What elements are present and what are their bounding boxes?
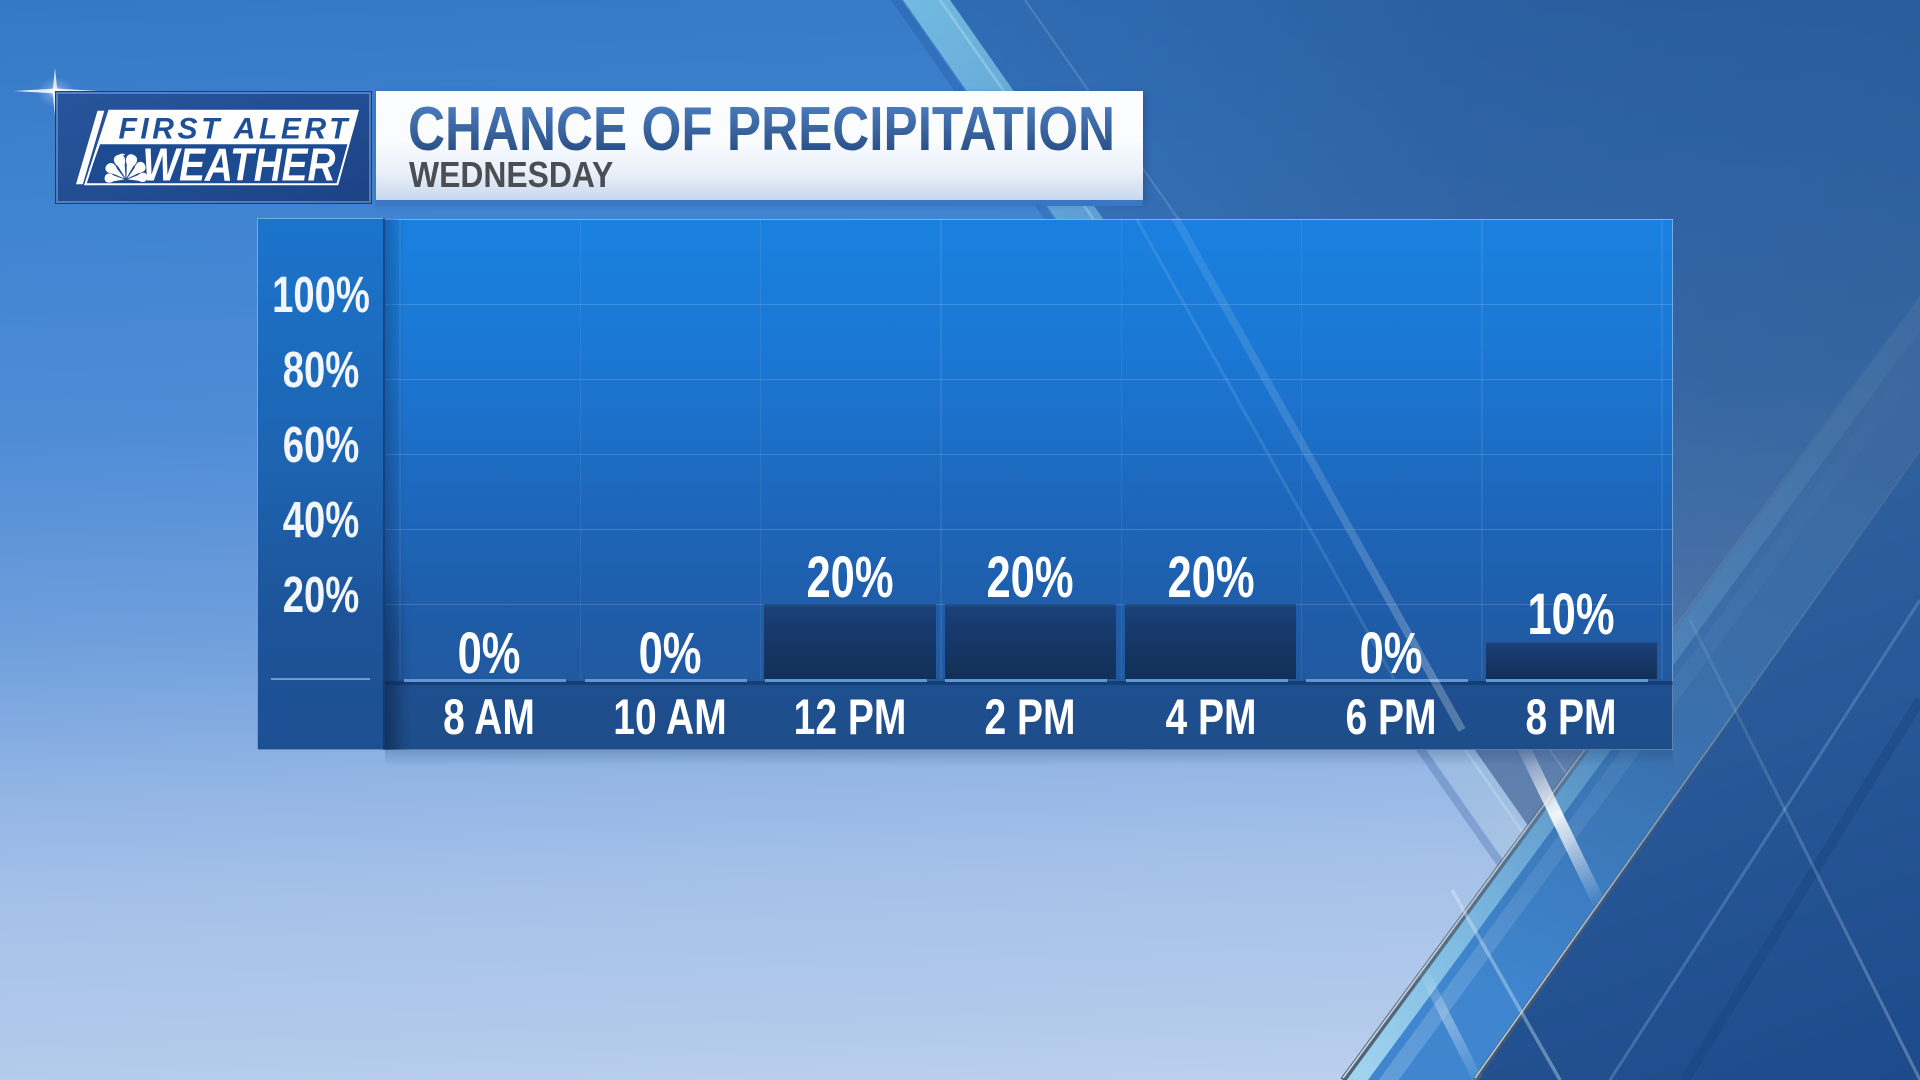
- svg-text:FIRST ALERT: FIRST ALERT: [119, 112, 351, 145]
- svg-text:WEATHER: WEATHER: [143, 138, 336, 190]
